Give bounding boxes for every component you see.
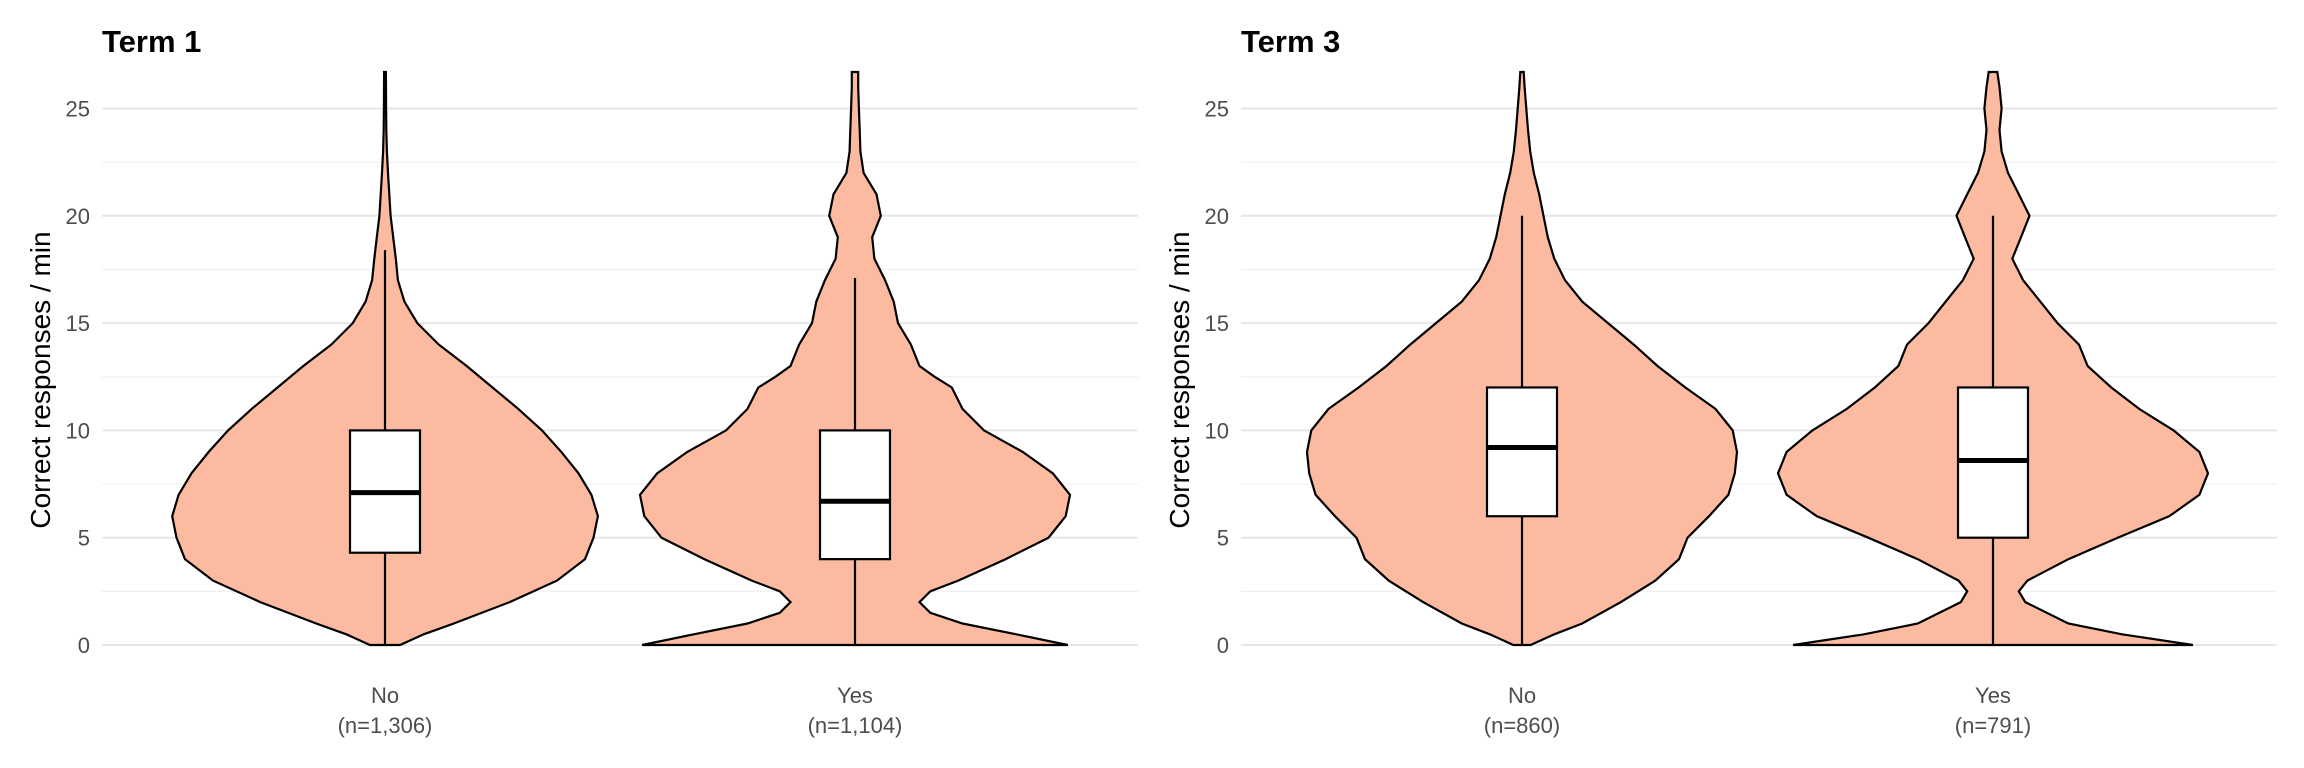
panel-title: Term 3 [1241,24,1340,59]
x-category-label: No [1508,683,1536,708]
y-tick-label: 20 [66,204,90,229]
iqr-box [818,429,892,561]
y-axis-title: Correct responses / min [1164,231,1195,528]
violin-group-yes [638,70,1072,647]
y-tick-label: 20 [1205,204,1229,229]
violin-group-yes [1776,70,2210,647]
x-category-n-label: (n=1,104) [808,713,903,738]
y-tick-label: 10 [66,418,90,443]
iqr-box [1485,386,1559,518]
x-category-n-label: (n=860) [1484,713,1560,738]
y-tick-label: 0 [1217,633,1229,658]
violin-group-no [171,70,600,647]
y-axis-title: Correct responses / min [25,231,56,528]
y-tick-label: 10 [1205,418,1229,443]
y-tick-label: 5 [1217,526,1229,551]
x-category-label: Yes [1975,683,2011,708]
y-tick-label: 0 [78,633,90,658]
x-category-n-label: (n=1,306) [338,713,433,738]
panel-title: Term 1 [102,24,201,59]
x-category-label: No [371,683,399,708]
y-tick-label: 25 [1205,96,1229,121]
y-tick-label: 15 [66,311,90,336]
y-tick-label: 15 [1205,311,1229,336]
panel-term-1: Term 1 Correct responses / min 0 5 10 15 20 2… [25,24,1138,738]
x-category-label: Yes [837,683,873,708]
violin-group-no [1305,70,1739,647]
x-category-n-label: (n=791) [1955,713,2031,738]
panel-term-3: Term 3 Correct responses / min 0 5 10 15 20 2… [1164,24,2277,738]
y-tick-label: 25 [66,96,90,121]
y-tick-label: 5 [78,526,90,551]
